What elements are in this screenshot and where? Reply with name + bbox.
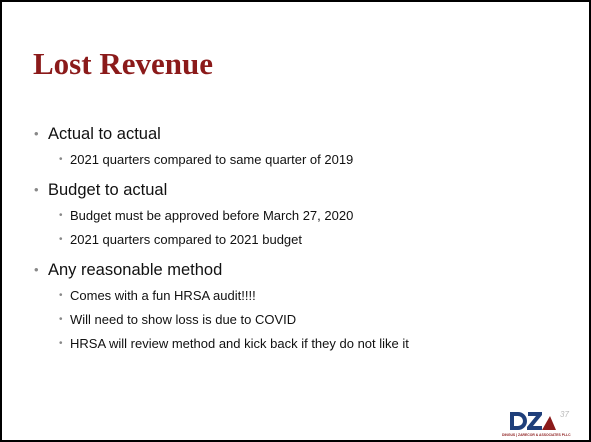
logo-a: [542, 416, 556, 430]
logo-company: DINGUS | ZARECOR & ASSOCIATES PLLC: [502, 433, 571, 437]
sub-bullet: HRSA will review method and kick back if…: [59, 332, 574, 356]
logo: [510, 412, 556, 430]
bullet: Budget to actual: [34, 176, 574, 204]
bullet-list: Actual to actual2021 quarters compared t…: [34, 120, 574, 360]
sub-bullet: 2021 quarters compared to same quarter o…: [59, 148, 574, 172]
logo-d: [510, 412, 527, 430]
slide-title: Lost Revenue: [33, 46, 213, 81]
page-number: 37: [560, 410, 569, 419]
sub-bullet: Budget must be approved before March 27,…: [59, 204, 574, 228]
logo-z: [527, 412, 542, 430]
bullet: Actual to actual: [34, 120, 574, 148]
sub-bullet: 2021 quarters compared to 2021 budget: [59, 228, 574, 252]
sub-bullet: Comes with a fun HRSA audit!!!!: [59, 284, 574, 308]
bullet: Any reasonable method: [34, 256, 574, 284]
sub-bullet: Will need to show loss is due to COVID: [59, 308, 574, 332]
